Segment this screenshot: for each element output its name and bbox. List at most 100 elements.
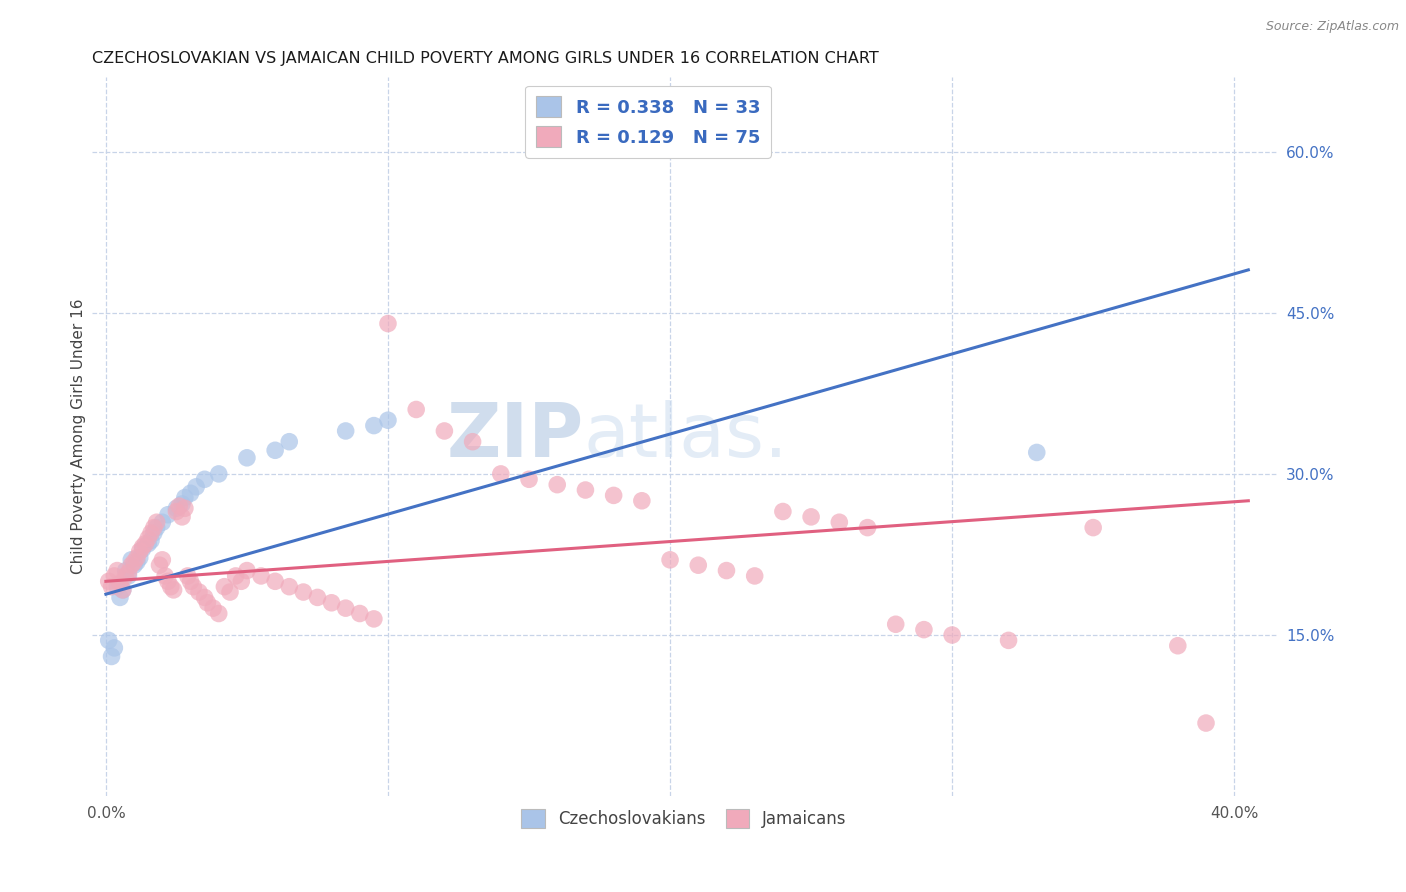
Point bbox=[716, 564, 738, 578]
Point bbox=[139, 526, 162, 541]
Point bbox=[292, 585, 315, 599]
Point bbox=[128, 550, 150, 565]
Point bbox=[100, 580, 122, 594]
Point bbox=[125, 550, 148, 565]
Point bbox=[856, 520, 879, 534]
Point bbox=[122, 558, 145, 573]
Point bbox=[225, 569, 247, 583]
Point bbox=[997, 633, 1019, 648]
Point bbox=[335, 601, 357, 615]
Point bbox=[148, 558, 170, 573]
Point bbox=[120, 553, 142, 567]
Point bbox=[250, 569, 273, 583]
Point bbox=[142, 526, 165, 541]
Point bbox=[744, 569, 766, 583]
Point bbox=[111, 582, 134, 597]
Point bbox=[173, 501, 195, 516]
Point bbox=[165, 501, 187, 516]
Point bbox=[264, 443, 287, 458]
Point bbox=[131, 540, 153, 554]
Point bbox=[125, 555, 148, 569]
Point bbox=[156, 508, 179, 522]
Point bbox=[321, 596, 343, 610]
Point bbox=[377, 317, 399, 331]
Point bbox=[208, 467, 231, 481]
Point bbox=[128, 544, 150, 558]
Point bbox=[197, 596, 219, 610]
Point bbox=[546, 477, 568, 491]
Point bbox=[186, 480, 208, 494]
Point bbox=[912, 623, 935, 637]
Point bbox=[170, 497, 193, 511]
Point bbox=[150, 553, 173, 567]
Point bbox=[377, 413, 399, 427]
Text: ZIP: ZIP bbox=[446, 400, 583, 473]
Point bbox=[659, 553, 682, 567]
Point bbox=[1025, 445, 1047, 459]
Point bbox=[884, 617, 907, 632]
Point bbox=[114, 569, 136, 583]
Text: Source: ZipAtlas.com: Source: ZipAtlas.com bbox=[1265, 20, 1399, 33]
Point bbox=[208, 607, 231, 621]
Point bbox=[461, 434, 484, 449]
Point bbox=[145, 515, 167, 529]
Point bbox=[100, 649, 122, 664]
Point bbox=[335, 424, 357, 438]
Point bbox=[828, 515, 851, 529]
Point bbox=[214, 580, 236, 594]
Point bbox=[173, 491, 195, 505]
Point bbox=[97, 633, 120, 648]
Point bbox=[131, 542, 153, 557]
Point bbox=[489, 467, 512, 481]
Point bbox=[150, 515, 173, 529]
Point bbox=[278, 434, 301, 449]
Point bbox=[165, 504, 187, 518]
Point bbox=[156, 574, 179, 589]
Point bbox=[219, 585, 242, 599]
Point bbox=[114, 564, 136, 578]
Point bbox=[800, 509, 823, 524]
Text: CZECHOSLOVAKIAN VS JAMAICAN CHILD POVERTY AMONG GIRLS UNDER 16 CORRELATION CHART: CZECHOSLOVAKIAN VS JAMAICAN CHILD POVERT… bbox=[91, 51, 879, 66]
Point bbox=[180, 486, 202, 500]
Point bbox=[153, 569, 176, 583]
Point bbox=[278, 580, 301, 594]
Point bbox=[264, 574, 287, 589]
Point bbox=[363, 418, 385, 433]
Point bbox=[183, 580, 205, 594]
Point bbox=[1195, 716, 1218, 731]
Point bbox=[162, 582, 184, 597]
Point bbox=[111, 582, 134, 597]
Point bbox=[307, 591, 329, 605]
Point bbox=[349, 607, 371, 621]
Point bbox=[134, 537, 156, 551]
Point bbox=[188, 585, 211, 599]
Point bbox=[170, 509, 193, 524]
Point bbox=[97, 574, 120, 589]
Y-axis label: Child Poverty Among Girls Under 16: Child Poverty Among Girls Under 16 bbox=[72, 299, 86, 574]
Point bbox=[236, 450, 259, 465]
Point bbox=[159, 580, 181, 594]
Point bbox=[103, 640, 125, 655]
Point bbox=[108, 576, 131, 591]
Point bbox=[136, 537, 159, 551]
Point bbox=[105, 580, 128, 594]
Point bbox=[363, 612, 385, 626]
Point bbox=[433, 424, 456, 438]
Legend: Czechoslovakians, Jamaicans: Czechoslovakians, Jamaicans bbox=[515, 802, 853, 835]
Point bbox=[688, 558, 710, 573]
Point bbox=[1083, 520, 1105, 534]
Point bbox=[194, 591, 217, 605]
Point bbox=[574, 483, 596, 497]
Point bbox=[236, 564, 259, 578]
Point bbox=[194, 472, 217, 486]
Point bbox=[772, 504, 794, 518]
Point bbox=[177, 569, 200, 583]
Point bbox=[117, 569, 139, 583]
Point bbox=[145, 520, 167, 534]
Point bbox=[142, 520, 165, 534]
Point bbox=[202, 601, 225, 615]
Point bbox=[517, 472, 540, 486]
Text: atlas.: atlas. bbox=[583, 400, 789, 473]
Point bbox=[180, 574, 202, 589]
Point bbox=[631, 493, 654, 508]
